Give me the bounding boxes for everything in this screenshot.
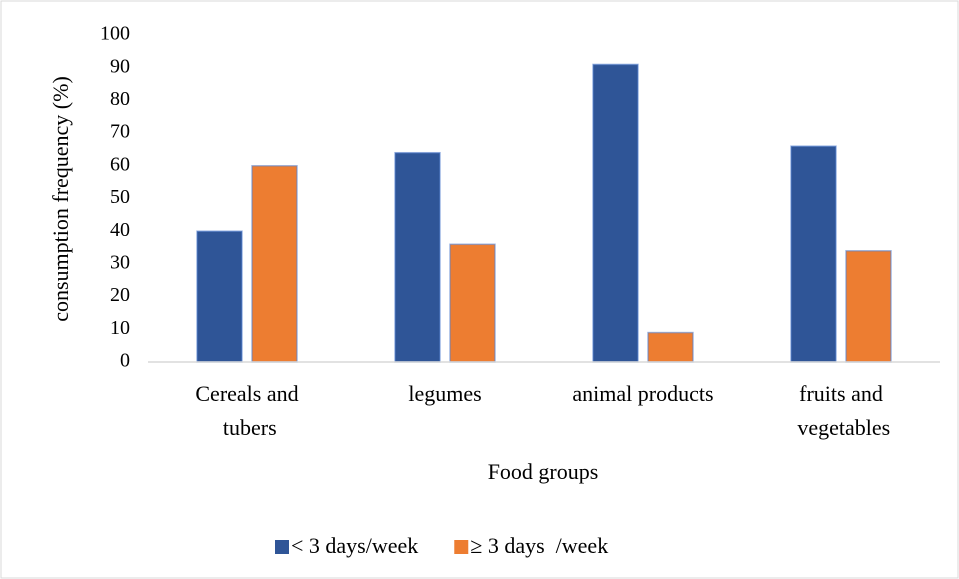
y-tick-label: 40 bbox=[110, 219, 130, 241]
x-tick-label: fruits and vegetables bbox=[792, 381, 890, 440]
y-tick-label: 0 bbox=[120, 350, 130, 372]
bar bbox=[790, 145, 837, 363]
legend-swatch bbox=[454, 540, 469, 554]
y-tick-label: 30 bbox=[110, 251, 130, 273]
y-tick-label: 50 bbox=[110, 186, 130, 208]
bar bbox=[196, 230, 243, 363]
bar bbox=[592, 63, 639, 363]
x-tick-label: legumes bbox=[408, 381, 481, 406]
y-tick-label: 10 bbox=[110, 317, 130, 339]
y-axis-title: consumption frequency (%) bbox=[48, 76, 73, 322]
y-tick-label: 100 bbox=[100, 23, 130, 45]
y-tick-label: 60 bbox=[110, 153, 130, 175]
bar bbox=[647, 331, 694, 363]
x-tick-label: Cereals and tubers bbox=[195, 381, 298, 440]
x-axis-title: Food groups bbox=[488, 459, 599, 484]
bar bbox=[845, 250, 892, 363]
y-tick-label: 20 bbox=[110, 284, 130, 306]
legend-swatch bbox=[275, 540, 289, 554]
x-tick-label: animal products bbox=[572, 381, 713, 406]
legend-label: < 3 days/week bbox=[291, 533, 418, 558]
bar bbox=[394, 151, 441, 363]
bar bbox=[251, 165, 298, 363]
y-tick-label: 80 bbox=[110, 88, 130, 110]
y-tick-label: 70 bbox=[110, 121, 130, 143]
legend-label: ≥ 3 days /week bbox=[470, 533, 608, 558]
y-tick-label: 90 bbox=[110, 55, 130, 77]
bar bbox=[449, 243, 496, 363]
